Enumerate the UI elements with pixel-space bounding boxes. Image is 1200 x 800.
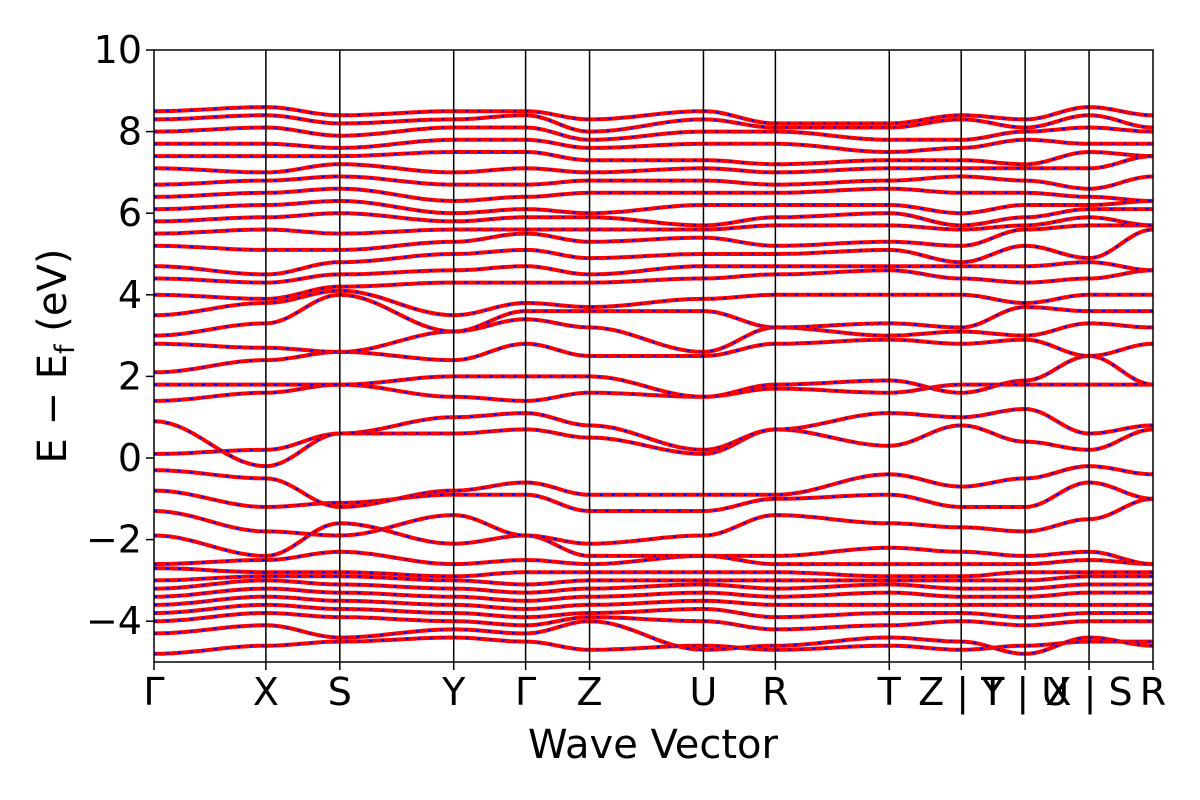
y-tick-label-5: 6 xyxy=(118,191,142,235)
y-tick-label-1: −2 xyxy=(86,518,142,562)
x-tick-label-6: U xyxy=(690,670,718,714)
x-tick-label-7: R xyxy=(762,670,788,714)
x-tick-label-8: T xyxy=(877,670,902,714)
x-tick-label-11: X | S xyxy=(1046,670,1133,715)
x-tick-label-10: T | U xyxy=(980,670,1069,715)
y-tick-label-0: −4 xyxy=(86,599,142,643)
y-tick-label-7: 10 xyxy=(94,28,142,72)
y-axis-title-main: E − E xyxy=(30,354,76,464)
y-axis-title: E − Ef (eV) xyxy=(30,249,81,464)
kpoint-lines xyxy=(265,50,1090,662)
x-tick-label-0: Γ xyxy=(143,670,164,714)
x-tick-label-4: Γ xyxy=(515,670,536,714)
x-tick-label-12: R xyxy=(1140,670,1166,714)
y-axis-title-subscript: f xyxy=(50,343,81,354)
x-tick-label-3: Y xyxy=(441,670,466,714)
y-axis-title-unit: (eV) xyxy=(30,249,76,345)
y-ticks: −4 −2 0 2 4 6 8 10 xyxy=(86,28,154,643)
y-tick-label-6: 8 xyxy=(118,110,142,154)
x-tick-label-2: S xyxy=(328,670,352,714)
x-tick-label-9: Z | Y xyxy=(918,670,1005,715)
y-tick-label-2: 0 xyxy=(118,436,142,480)
y-tick-label-4: 4 xyxy=(118,273,142,317)
y-tick-label-3: 2 xyxy=(118,354,142,398)
x-tick-label-5: Z xyxy=(577,670,603,714)
x-axis-title: Wave Vector xyxy=(528,722,779,768)
x-tick-label-1: X xyxy=(253,670,279,714)
plot-frame xyxy=(153,49,1154,663)
